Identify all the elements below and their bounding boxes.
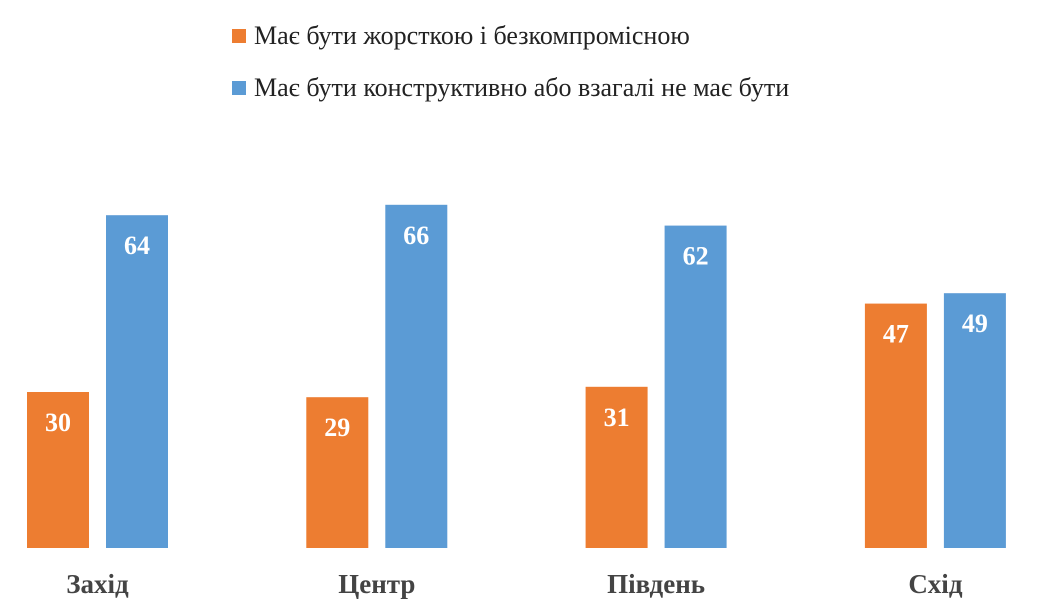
data-label-1-4: 47	[883, 320, 909, 349]
legend-item-series-1: Має бути жорсткою і безкомпромісною	[232, 16, 789, 56]
data-label-1-1: 30	[45, 408, 71, 437]
bar-1-3	[585, 386, 648, 548]
legend-label-series-2: Має бути конструктивно або взагалі не ма…	[254, 73, 790, 102]
bar-2-3	[664, 225, 727, 548]
bar-1-4	[864, 303, 927, 548]
bar-1-2	[306, 397, 369, 548]
category-label-3: Південь	[607, 569, 705, 599]
legend-label-series-1: Має бути жорсткою і безкомпромісною	[254, 21, 690, 50]
category-label-4: Схід	[908, 569, 963, 599]
data-label-2-4: 49	[962, 309, 988, 338]
data-label-2-3: 62	[683, 242, 709, 271]
data-label-1-3: 31	[604, 403, 630, 432]
legend-item-series-2: Має бути конструктивно або взагалі не ма…	[232, 68, 789, 108]
data-label-1-2: 29	[324, 413, 350, 442]
data-label-2-2: 66	[403, 221, 429, 250]
legend-swatch-series-2	[232, 81, 246, 95]
category-label-2: Центр	[338, 569, 415, 599]
bar-2-1	[106, 215, 168, 548]
chart-legend: Має бути жорсткою і безкомпромісною Має …	[232, 16, 789, 120]
data-label-2-1: 64	[124, 231, 150, 260]
legend-swatch-series-1	[232, 29, 246, 43]
category-label-1: Захід	[66, 569, 129, 599]
bar-2-4	[943, 293, 1006, 548]
bar-2-2	[385, 204, 448, 549]
bar-1-1	[27, 392, 89, 548]
